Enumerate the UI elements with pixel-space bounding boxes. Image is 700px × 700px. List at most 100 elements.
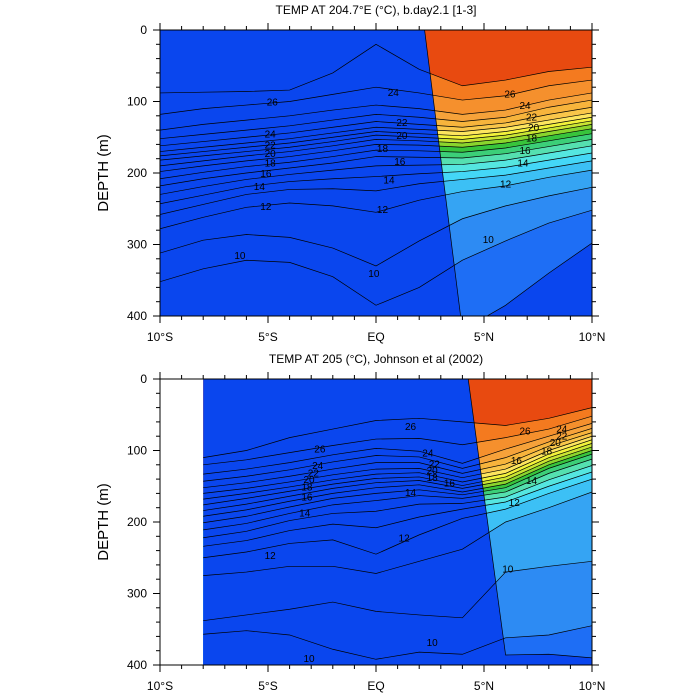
panel-2-isotherm-25 (203, 415, 592, 466)
panel-1-isotherm-20 (160, 116, 592, 157)
panel-2-y-tick-label: 0 (140, 372, 147, 386)
panel-1-contour-label: 26 (504, 90, 516, 101)
panel-2-y-axis-label: DEPTH (m) (95, 483, 112, 561)
panel-2-contour-label: 18 (301, 482, 313, 493)
panel-1-contour-label: 20 (528, 123, 540, 134)
panel-1-x-tick-label: 10°S (147, 330, 173, 344)
panel-2-contour-label: 12 (509, 498, 521, 509)
panel-1-x-tick-label: 10°N (579, 330, 606, 344)
panel-2-contour-label: 18 (541, 447, 553, 458)
panel-1-isotherm-26 (160, 43, 592, 94)
panel-1-contour-label: 18 (526, 133, 538, 144)
panel-1-isotherm-25 (160, 79, 592, 115)
panel-1-title: TEMP AT 204.7°E (°C), b.day2.1 [1-3] (275, 3, 476, 17)
panel-2-contour-label: 10 (502, 564, 514, 575)
panel-1-contour-label: 12 (500, 180, 512, 191)
panel-2-contour-label: 14 (299, 509, 311, 520)
panel-1-x-tick-label: EQ (367, 330, 384, 344)
panel-2-contour-lines (203, 379, 592, 660)
panel-2-x-tick-label: 5°S (258, 679, 277, 693)
panel-2-contour-label: 26 (405, 422, 417, 433)
panel-2-x-tick-label: 5°N (474, 679, 494, 693)
panel-1-y-tick-label: 300 (127, 238, 147, 252)
panel-2-contour-label: 22 (308, 469, 320, 480)
panel-2-y-tick-label: 200 (127, 515, 147, 529)
panel-1-contour-label: 16 (394, 157, 406, 168)
panel-2-y-tick-label: 300 (127, 587, 147, 601)
panel-2-contour-label: 20 (427, 466, 439, 477)
panel-2-isotherm-16 (203, 453, 592, 524)
panel-1-contour-label: 10 (368, 269, 380, 280)
panel-2-contour-label: 26 (519, 426, 531, 437)
panel-2-isotherm-13 (203, 471, 592, 547)
panel-2-contour-label: 18 (427, 473, 439, 484)
panel-2-isotherm-20 (203, 439, 592, 500)
panel-1-y-axis-label: DEPTH (m) (95, 134, 112, 212)
panel-1-contour-label: 22 (396, 118, 408, 129)
panel-1-isotherm-18 (160, 124, 592, 167)
panel-1-contour-label: 14 (383, 175, 395, 186)
panel-2-contour-label: 24 (556, 424, 568, 435)
panel-2-isotherm-19 (203, 443, 592, 506)
panel-2-isotherm-10 (203, 560, 592, 622)
panel-2-filled-contours (203, 379, 592, 665)
panel-1-contour-label: 24 (265, 130, 277, 141)
panel-2-isotherm-17 (203, 450, 592, 517)
panel-2-y-tick-label: 400 (127, 658, 147, 672)
panel-2-isotherm-9 (203, 625, 592, 660)
panel-1-contour-label: 10 (234, 251, 246, 262)
panel-1-x-tick-label: 5°N (474, 330, 494, 344)
panel-2-ticks (153, 372, 599, 672)
panel-2-contour-label: 24 (422, 449, 434, 460)
panel-1-isotherm-16 (160, 133, 592, 180)
panel-1-contour-label: 22 (526, 113, 538, 124)
panel-2-x-tick-label: 10°N (579, 679, 606, 693)
panel-1-contour-label: 20 (396, 131, 408, 142)
panel-2-isotherm-8 (467, 379, 592, 659)
panel-1-isotherm-21 (160, 112, 592, 152)
panel-2-contour-label: 22 (429, 459, 441, 470)
panel-2-x-tick-label: EQ (367, 679, 384, 693)
panel-2-isotherm-26 (203, 407, 592, 458)
panel-2-contour-label: 16 (301, 492, 313, 503)
panel-2-contour-label: 14 (526, 476, 538, 487)
panel-1-contour-label: 14 (517, 158, 529, 169)
panel-2-isotherm-15 (203, 458, 592, 531)
panel-2-contour-label: 12 (265, 551, 277, 562)
panel-2-contour-label: 10 (427, 638, 439, 649)
panel-1-x-tick-label: 5°S (258, 330, 277, 344)
panel-2-isotherm-11 (203, 491, 592, 576)
panel-2-contour-label: 14 (405, 488, 417, 499)
panel-2-isotherm-18 (203, 446, 592, 511)
panel-2-isotherm-22 (203, 432, 592, 489)
panel-1-isotherm-12 (160, 160, 592, 215)
panel-1-isotherm-23 (160, 99, 592, 140)
panel-1-y-tick-label: 100 (127, 95, 147, 109)
panel-1-isotherm-8 (424, 30, 592, 316)
panel-1-contour-label: 14 (254, 182, 266, 193)
panel-1-contour-label: 26 (267, 98, 279, 109)
panel-2-y-tick-label: 100 (127, 444, 147, 458)
panel-1-y-tick-label: 0 (140, 23, 147, 37)
panel-1-isotherm-14 (160, 145, 592, 195)
panel-1-filled-contours (160, 30, 592, 316)
panel-1-contour-label: 18 (265, 158, 277, 169)
panel-1-isotherm-15 (160, 139, 592, 187)
panel-1-ticks (153, 23, 599, 323)
panel-1-contour-lines (160, 30, 592, 316)
panel-2-title: TEMP AT 205 (°C), Johnson et al (2002) (269, 352, 483, 366)
panel-2-contour-label: 16 (444, 479, 456, 490)
panel-1-isotherm-10 (160, 186, 592, 267)
panel-1-contour-label: 22 (265, 140, 277, 151)
panel-2-contour-label: 24 (312, 461, 324, 472)
panel-2-contour-label: 10 (303, 654, 315, 665)
panel-1-isotherm-19 (160, 120, 592, 161)
panel-1-isotherm-24 (160, 92, 592, 131)
panel-1-isotherm-9 (160, 209, 592, 306)
panel-2-contour-label: 22 (556, 431, 568, 442)
panel-2-x-tick-label: 10°S (147, 679, 173, 693)
